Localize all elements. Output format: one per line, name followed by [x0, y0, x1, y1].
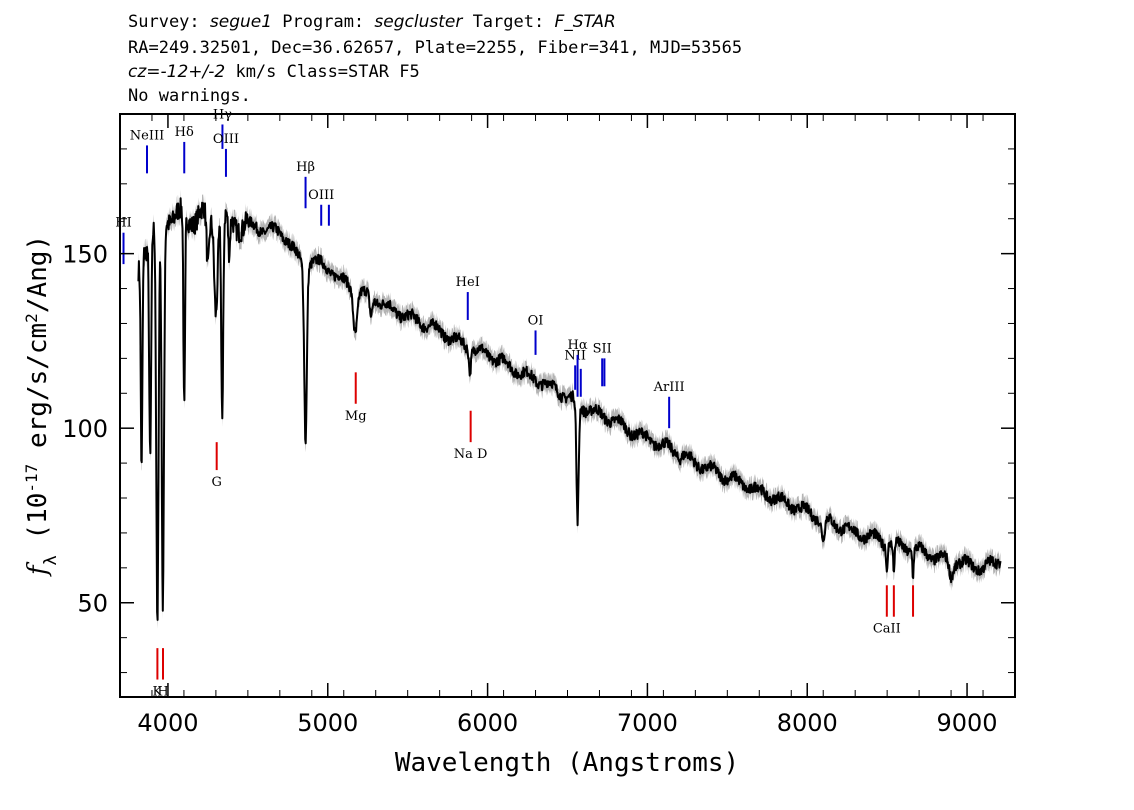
- header-line-4: No warnings.: [128, 86, 251, 106]
- error-band-layer: [138, 189, 1001, 629]
- cz-value: -12+/-2: [160, 62, 226, 82]
- emission-line-label: Hδ: [175, 125, 194, 140]
- emission-line-label: Hα: [568, 338, 588, 353]
- y-axis-area-exponent: 2: [22, 313, 41, 323]
- program-value: segcluster: [374, 12, 463, 32]
- axis-ticks: 4000 5000 6000 7000 8000 9000 50 100 150: [62, 114, 1016, 737]
- survey-label: Survey:: [128, 12, 210, 32]
- target-value: F_STAR: [554, 12, 616, 32]
- y-axis-units-a: (10: [23, 493, 53, 556]
- x-tick-label: 4000: [137, 709, 198, 737]
- absorption-line-label: Mg: [345, 409, 367, 424]
- program-label: Program:: [272, 12, 375, 32]
- emission-line-label: Hβ: [296, 160, 315, 175]
- target-label: Target:: [462, 12, 555, 32]
- y-axis-subscript: λ: [41, 555, 61, 565]
- absorption-line-label: K: [153, 685, 163, 700]
- absorption-line-label: G: [211, 475, 221, 490]
- emission-line-label: NII: [564, 348, 586, 363]
- emission-line-label: ArIII: [653, 380, 685, 395]
- y-tick-label: 100: [62, 415, 108, 443]
- emission-line-label: SII: [593, 341, 612, 356]
- absorption-line-label: H: [157, 685, 168, 700]
- header-line-3: cz=-12+/-2 km/s Class=STAR F5: [128, 62, 420, 82]
- emission-line-label: HeI: [456, 275, 480, 290]
- spectrum-line: [137, 197, 1002, 621]
- emission-line-label: OIII: [213, 132, 239, 147]
- x-tick-label: 7000: [617, 709, 678, 737]
- spectrum-layer: [137, 197, 1002, 621]
- cz-label: cz=: [128, 62, 161, 82]
- cz-rest: km/s Class=STAR F5: [225, 62, 420, 82]
- header-line-2: RA=249.32501, Dec=36.62657, Plate=2255, …: [128, 38, 743, 58]
- y-axis-title: fλ (10-17 erg/s/cm2/Ang): [22, 235, 62, 577]
- emission-line-label: OI: [528, 313, 544, 328]
- y-tick-label: 150: [62, 241, 108, 269]
- x-tick-label: 9000: [937, 709, 998, 737]
- x-axis-title: Wavelength (Angstroms): [395, 748, 739, 778]
- absorption-line-label: CaII: [873, 622, 901, 637]
- survey-value: segue1: [209, 12, 273, 32]
- error-band: [138, 189, 1001, 629]
- emission-line-label: NeIII: [130, 128, 164, 143]
- x-tick-label: 8000: [777, 709, 838, 737]
- emission-line-label: OIII: [308, 188, 334, 203]
- y-axis-exponent: -17: [22, 464, 41, 493]
- x-tick-label: 6000: [457, 709, 518, 737]
- y-tick-label: 50: [77, 590, 108, 618]
- y-axis-units-b: erg/s/cm: [23, 323, 53, 464]
- emission-line-label: HI: [115, 216, 131, 231]
- header-line-1: Survey: segue1 Program: segcluster Targe…: [128, 12, 616, 32]
- x-tick-label: 5000: [297, 709, 358, 737]
- y-axis-units-c: /Ang): [23, 235, 53, 313]
- absorption-line-label: Na D: [454, 447, 488, 462]
